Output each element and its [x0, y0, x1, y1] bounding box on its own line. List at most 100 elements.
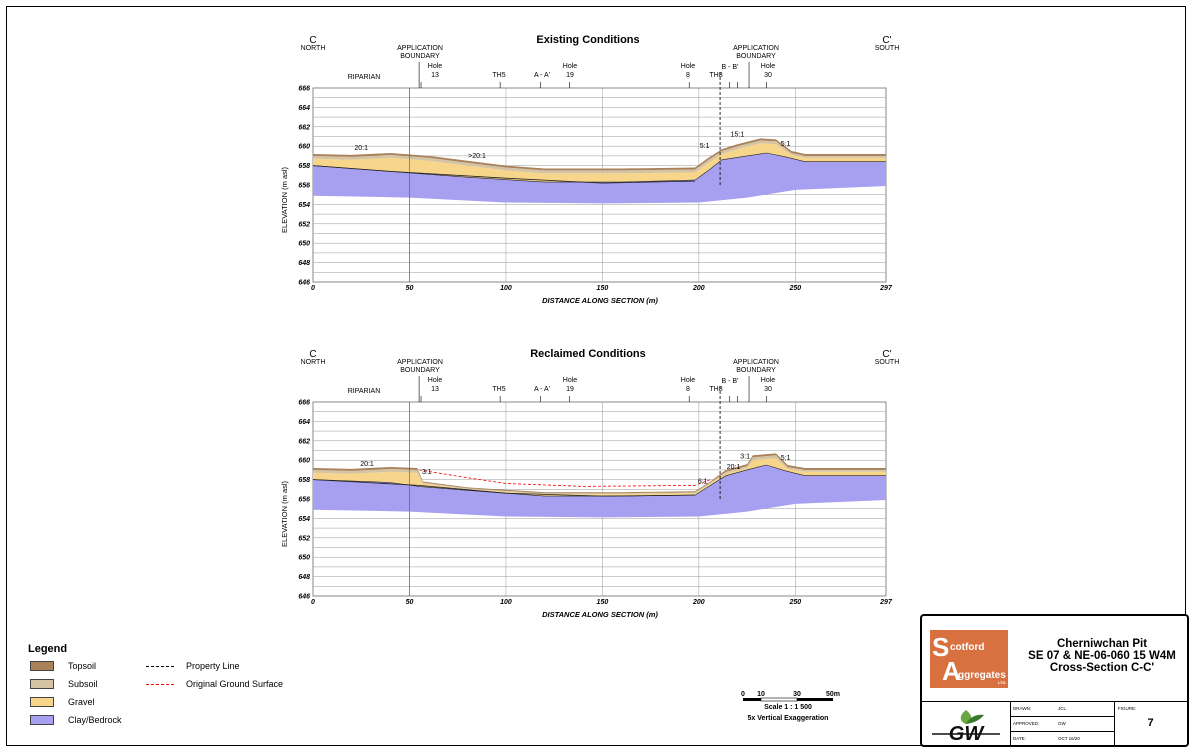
y-tick-label: 666 [298, 400, 310, 407]
figure-number: 7 [1147, 717, 1154, 729]
x-tick-label: 100 [500, 599, 512, 606]
x-tick-label: 100 [500, 285, 512, 292]
legend-subsoil: Subsoil [30, 678, 98, 690]
figure-label: FIGURE: [1118, 706, 1137, 711]
logo-line2: ggregates [958, 670, 1006, 681]
endpoint-left: C [309, 349, 316, 360]
label-hole30-a: Hole [761, 63, 776, 70]
y-tick-label: 648 [298, 260, 310, 267]
scale-tick-50: 50m [826, 691, 840, 698]
label-hole8-b: 8 [686, 72, 690, 79]
legend-property-line-label: Property Line [186, 661, 240, 671]
x-tick-label: 297 [879, 285, 893, 292]
legend-clay-label: Clay/Bedrock [68, 715, 122, 725]
y-tick-label: 646 [298, 594, 310, 601]
legend-topsoil-label: Topsoil [68, 661, 97, 671]
x-tick-label: 50 [406, 285, 414, 292]
slope-label: 3:1 [422, 469, 432, 476]
title-block: S cotford A ggregates LTD Cherniwchan Pi… [920, 614, 1189, 747]
label-hole13-a: Hole [428, 377, 443, 384]
label-hole13-b: 13 [431, 72, 439, 79]
label-hole8-a: Hole [681, 377, 696, 384]
reclaimed-conditions-section: Reclaimed Conditions C NORTH C' SOUTH RI… [280, 348, 900, 619]
y-tick-label: 654 [298, 202, 310, 209]
drawing-title: Cross-Section C-C' [1049, 662, 1155, 674]
y-tick-label: 652 [298, 221, 310, 228]
endpoint-right-dir: SOUTH [875, 359, 900, 366]
label-app-right-1: APPLICATION [733, 359, 779, 366]
gw-logo: GW [932, 710, 1000, 742]
x-tick-label: 50 [406, 599, 414, 606]
title-block-footer: GW DRAWN: JCL APPROVED: GW DATE: OCT 16/… [922, 701, 1187, 746]
section-title: Existing Conditions [536, 34, 639, 46]
legend-topsoil: Topsoil [30, 660, 96, 672]
label-bb: B - B' [722, 64, 739, 71]
legend-original-ground: Original Ground Surface [146, 678, 283, 690]
header-labels: RIPARIAN APPLICATION BOUNDARY Hole 13 TH… [348, 359, 779, 395]
scale-ratio: Scale 1 : 1 500 [764, 704, 812, 711]
scale-bar: 0 10 30 50m Scale 1 : 1 500 5x Vertical … [735, 689, 855, 729]
label-hole13-a: Hole [428, 63, 443, 70]
y-tick-label: 660 [298, 144, 310, 151]
project-info: Cherniwchan Pit SE 07 & NE-06-060 15 W4M… [1018, 638, 1186, 674]
y-tick-label: 666 [298, 86, 310, 93]
label-bb: B - B' [722, 378, 739, 385]
legend-subsoil-label: Subsoil [68, 679, 98, 689]
gw-logo-text: GW [949, 723, 986, 742]
slope-label: 3:1 [740, 453, 750, 460]
y-tick-label: 660 [298, 458, 310, 465]
approved-label: APPROVED: [1013, 721, 1040, 726]
x-tick-label: 150 [597, 599, 609, 606]
label-riparian: RIPARIAN [348, 388, 381, 395]
slope-label: >20:1 [468, 153, 486, 160]
label-th8: TH8 [709, 72, 722, 79]
endpoint-left-dir: NORTH [301, 45, 326, 52]
label-aa: A - A' [534, 72, 550, 79]
original-ground-line [419, 469, 711, 487]
header-labels: RIPARIAN APPLICATION BOUNDARY Hole 13 TH… [348, 45, 779, 81]
gravel-swatch [30, 697, 54, 707]
existing-conditions-section: Existing Conditions C NORTH C' SOUTH RIP… [280, 34, 900, 305]
legend-clay: Clay/Bedrock [30, 714, 122, 726]
legend: Legend Topsoil Subsoil Gravel Clay/Bedro… [28, 643, 308, 733]
label-hole30-b: 30 [764, 386, 772, 393]
y-tick-label: 664 [298, 105, 310, 112]
label-app-left-2: BOUNDARY [400, 53, 440, 60]
scale-tick-30: 30 [793, 691, 801, 698]
label-app-right-2: BOUNDARY [736, 53, 776, 60]
clay-swatch [30, 715, 54, 725]
label-aa: A - A' [534, 386, 550, 393]
slope-label: 5:1 [700, 143, 710, 150]
legend-original-ground-label: Original Ground Surface [186, 679, 284, 689]
logo-s: S [932, 632, 950, 662]
topsoil-swatch [30, 661, 54, 671]
label-app-right-2: BOUNDARY [736, 367, 776, 374]
slope-label: 6:1 [698, 478, 708, 485]
y-tick-label: 656 [298, 497, 310, 504]
label-hole8-b: 8 [686, 386, 690, 393]
endpoint-left-dir: NORTH [301, 359, 326, 366]
endpoint-right: C' [882, 35, 891, 46]
scale-graphic: 0 10 30 50m Scale 1 : 1 500 5x Vertical … [741, 691, 840, 722]
clay-top-line [312, 152, 886, 183]
scale-tick-0: 0 [741, 691, 745, 698]
legend-gravel: Gravel [30, 696, 95, 708]
x-tick-label: 150 [597, 285, 609, 292]
x-tick-label: 250 [788, 285, 801, 292]
endpoint-left: C [309, 35, 316, 46]
y-tick-label: 652 [298, 535, 310, 542]
label-th5: TH5 [492, 386, 505, 393]
x-axis-label: DISTANCE ALONG SECTION (m) [542, 610, 658, 619]
y-tick-label: 662 [298, 438, 310, 445]
endpoint-right: C' [882, 349, 891, 360]
logo-line1: cotford [950, 642, 985, 653]
slope-label: 20:1 [727, 464, 741, 471]
x-tick-label: 200 [692, 599, 705, 606]
endpoint-right-dir: SOUTH [875, 45, 900, 52]
x-axis-label: DISTANCE ALONG SECTION (m) [542, 296, 658, 305]
y-axis-label: ELEVATION (m asl) [280, 481, 289, 547]
slope-label: 20:1 [360, 461, 374, 468]
company-logo: S cotford A ggregates LTD [930, 630, 1008, 688]
